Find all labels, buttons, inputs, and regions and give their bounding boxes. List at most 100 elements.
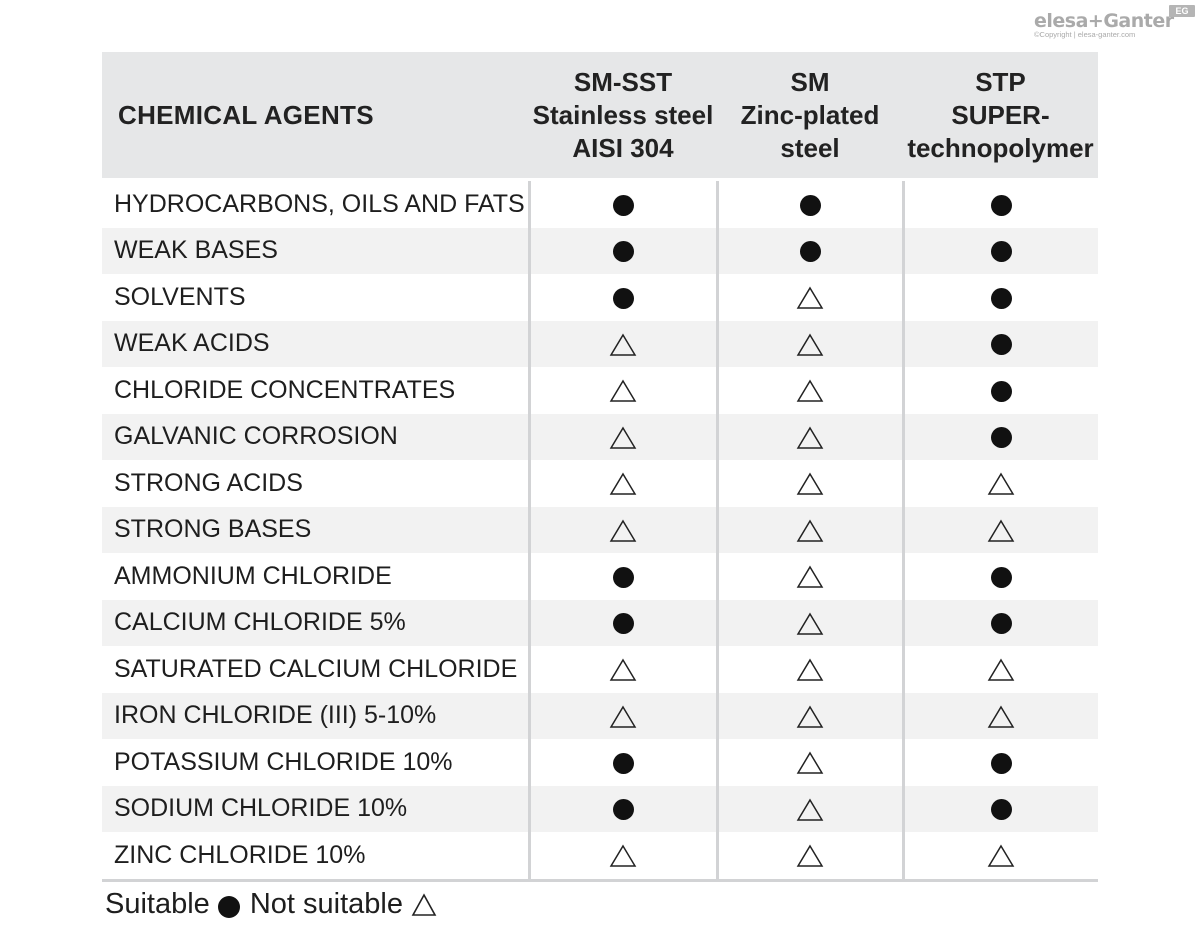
rating-cell bbox=[527, 832, 717, 882]
rating-cell bbox=[901, 506, 1098, 553]
outline-triangle-icon bbox=[796, 751, 824, 774]
filled-circle-icon bbox=[990, 380, 1012, 402]
rating-cell bbox=[901, 646, 1098, 693]
rating-cell bbox=[901, 739, 1098, 786]
rating-cell bbox=[715, 832, 903, 882]
table-row: WEAK BASES bbox=[102, 227, 1098, 274]
outline-triangle-icon bbox=[609, 705, 637, 728]
chemical-agent-cell: HYDROCARBONS, OILS AND FATS bbox=[102, 178, 529, 228]
table-body: HYDROCARBONS, OILS AND FATS WEAK BASES SOL… bbox=[102, 178, 1098, 882]
filled-circle-icon bbox=[612, 241, 634, 263]
rating-cell bbox=[715, 367, 903, 414]
chemical-agent-cell: CALCIUM CHLORIDE 5% bbox=[102, 599, 529, 646]
chemical-resistance-table: CHEMICAL AGENTS SM-SST Stainless steel A… bbox=[102, 52, 1098, 882]
outline-triangle-icon bbox=[796, 565, 824, 588]
outline-triangle-icon bbox=[609, 844, 637, 867]
header-line: AISI 304 bbox=[572, 132, 674, 163]
rating-cell bbox=[901, 599, 1098, 646]
outline-triangle-icon bbox=[796, 612, 824, 635]
rating-cell bbox=[715, 178, 903, 228]
header-line: STP bbox=[975, 66, 1026, 97]
table-row: AMMONIUM CHLORIDE bbox=[102, 553, 1098, 600]
table-row: CHLORIDE CONCENTRATES bbox=[102, 367, 1098, 414]
rating-cell bbox=[901, 460, 1098, 507]
header-sm: SM Zinc-plated steel bbox=[717, 52, 903, 180]
filled-circle-icon bbox=[990, 194, 1012, 216]
filled-circle-icon bbox=[990, 613, 1012, 635]
chemical-agent-cell: GALVANIC CORROSION bbox=[102, 413, 529, 460]
outline-triangle-icon bbox=[987, 844, 1015, 867]
header-line: SM bbox=[790, 66, 830, 97]
rating-cell bbox=[901, 785, 1098, 832]
outline-triangle-icon bbox=[796, 705, 824, 728]
header-stp: STP SUPER- technopolymer bbox=[903, 52, 1098, 180]
filled-circle-icon bbox=[612, 799, 634, 821]
outline-triangle-icon bbox=[609, 379, 637, 402]
rating-cell bbox=[715, 227, 903, 274]
chemical-agent-cell: WEAK BASES bbox=[102, 227, 529, 274]
filled-circle-icon bbox=[990, 799, 1012, 821]
rating-cell bbox=[715, 599, 903, 646]
table-row: ZINC CHLORIDE 10% bbox=[102, 832, 1098, 882]
table-row: SODIUM CHLORIDE 10% bbox=[102, 785, 1098, 832]
brand-logo: elesa+Ganter EG ©Copyright | elesa-gante… bbox=[1034, 5, 1195, 46]
filled-circle-icon bbox=[990, 241, 1012, 263]
rating-cell bbox=[527, 367, 717, 414]
chemical-agent-cell: SODIUM CHLORIDE 10% bbox=[102, 785, 529, 832]
outline-triangle-icon bbox=[609, 519, 637, 542]
rating-cell bbox=[901, 413, 1098, 460]
rating-cell bbox=[527, 227, 717, 274]
rating-cell bbox=[901, 178, 1098, 228]
outline-triangle-icon bbox=[796, 844, 824, 867]
rating-cell bbox=[527, 599, 717, 646]
chemical-agent-cell: STRONG ACIDS bbox=[114, 468, 303, 497]
rating-cell bbox=[527, 274, 717, 321]
rating-cell bbox=[715, 646, 903, 693]
filled-circle-icon bbox=[799, 241, 821, 263]
rating-cell bbox=[901, 553, 1098, 600]
header-sm-sst: SM-SST Stainless steel AISI 304 bbox=[529, 52, 717, 180]
chemical-agent-cell: SOLVENTS bbox=[114, 282, 246, 311]
rating-cell bbox=[527, 506, 717, 553]
legend: Suitable Not suitable bbox=[105, 888, 437, 921]
header-line: steel bbox=[780, 132, 840, 163]
outline-triangle-icon bbox=[609, 426, 637, 449]
outline-triangle-icon bbox=[796, 379, 824, 402]
outline-triangle-icon bbox=[609, 658, 637, 681]
chemical-agent-cell: ZINC CHLORIDE 10% bbox=[102, 832, 529, 882]
rating-cell bbox=[527, 460, 717, 507]
chemical-agent-cell: SATURATED CALCIUM CHLORIDE bbox=[114, 654, 518, 683]
rating-cell bbox=[715, 506, 903, 553]
table-row: IRON CHLORIDE (III) 5-10% bbox=[102, 692, 1098, 739]
outline-triangle-icon bbox=[796, 798, 824, 821]
filled-circle-icon bbox=[990, 287, 1012, 309]
outline-triangle-icon bbox=[987, 658, 1015, 681]
filled-circle-icon bbox=[990, 427, 1012, 449]
outline-triangle-icon bbox=[796, 658, 824, 681]
rating-cell bbox=[527, 646, 717, 693]
chemical-agent-cell: IRON CHLORIDE (III) 5-10% bbox=[102, 692, 529, 739]
table-row: SOLVENTS bbox=[102, 274, 1098, 321]
rating-cell bbox=[901, 692, 1098, 739]
rating-cell bbox=[901, 227, 1098, 274]
rating-cell bbox=[901, 274, 1098, 321]
filled-circle-icon bbox=[990, 566, 1012, 588]
rating-cell bbox=[527, 320, 717, 367]
header-line: technopolymer bbox=[907, 132, 1094, 163]
table-row: HYDROCARBONS, OILS AND FATS bbox=[102, 178, 1098, 228]
chemical-agent-cell: CHLORIDE CONCENTRATES bbox=[114, 375, 456, 404]
table-row: GALVANIC CORROSION bbox=[102, 413, 1098, 460]
rating-cell bbox=[901, 320, 1098, 367]
chemical-agent-cell: STRONG BASES bbox=[102, 506, 529, 553]
filled-circle-icon bbox=[612, 752, 634, 774]
table-row: WEAK ACIDS bbox=[102, 320, 1098, 367]
outline-triangle-icon bbox=[796, 519, 824, 542]
table-row: SATURATED CALCIUM CHLORIDE bbox=[102, 646, 1098, 693]
rating-cell bbox=[527, 553, 717, 600]
chemical-agent-cell: POTASSIUM CHLORIDE 10% bbox=[114, 747, 453, 776]
header-line: SUPER- bbox=[951, 99, 1050, 130]
chemical-agent-cell: WEAK ACIDS bbox=[102, 320, 529, 367]
outline-triangle-icon bbox=[609, 472, 637, 495]
chemical-agent-cell: AMMONIUM CHLORIDE bbox=[114, 561, 392, 590]
header-line: Zinc-plated bbox=[740, 99, 880, 130]
